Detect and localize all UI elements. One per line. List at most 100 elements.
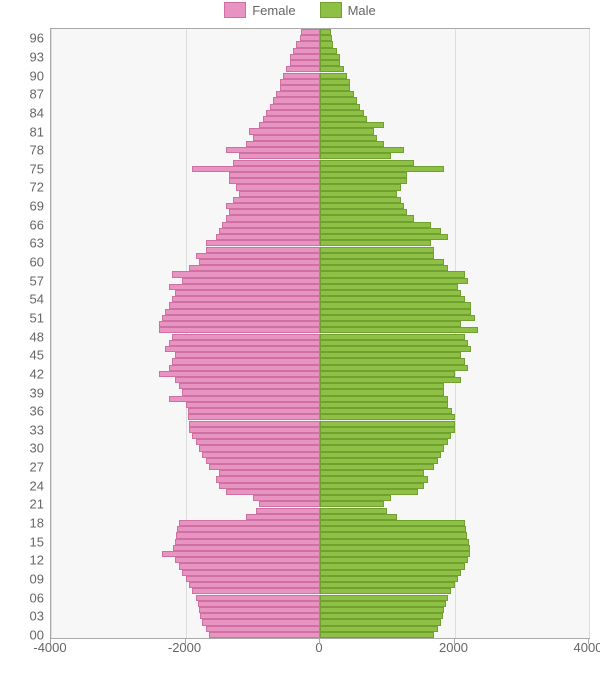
- bar-male: [320, 470, 424, 476]
- bar-female: [290, 60, 320, 66]
- bar-male: [320, 396, 448, 402]
- bar-male: [320, 545, 470, 551]
- bar-female: [192, 166, 320, 172]
- bar-male: [320, 321, 461, 327]
- bar-female: [226, 203, 320, 209]
- bar-female: [206, 247, 320, 253]
- bar-male: [320, 60, 340, 66]
- bar-female: [246, 514, 320, 520]
- bar-male: [320, 122, 384, 128]
- bar-female: [165, 309, 320, 315]
- bar-female: [175, 352, 320, 358]
- bar-male: [320, 54, 340, 60]
- bar-female: [172, 334, 320, 340]
- bar-female: [188, 408, 320, 414]
- bar-female: [188, 414, 320, 420]
- bar-male: [320, 191, 397, 197]
- bar-female: [169, 302, 320, 308]
- bar-female: [290, 54, 320, 60]
- y-axis-label: 60: [30, 256, 44, 269]
- bar-female: [253, 135, 320, 141]
- bar-male: [320, 209, 407, 215]
- bar-male: [320, 228, 441, 234]
- bar-female: [206, 458, 320, 464]
- y-axis-label: 51: [30, 311, 44, 324]
- bar-male: [320, 346, 471, 352]
- bar-female: [239, 191, 320, 197]
- y-axis-label: 03: [30, 610, 44, 623]
- y-axis-label: 45: [30, 349, 44, 362]
- bar-male: [320, 35, 332, 41]
- y-axis-label: 12: [30, 554, 44, 567]
- bar-female: [202, 452, 320, 458]
- bar-female: [175, 557, 320, 563]
- bar-male: [320, 576, 458, 582]
- bar-female: [280, 85, 320, 91]
- bar-female: [169, 365, 320, 371]
- bar-female: [192, 588, 320, 594]
- bar-male: [320, 215, 414, 221]
- bar-male: [320, 408, 452, 414]
- bar-female: [189, 582, 320, 588]
- legend: Female Male: [0, 0, 600, 28]
- bar-female: [189, 427, 320, 433]
- bar-male: [320, 582, 455, 588]
- bar-female: [293, 48, 320, 54]
- bar-female: [199, 259, 320, 265]
- bar-female: [182, 570, 320, 576]
- bar-male: [320, 464, 434, 470]
- bar-female: [199, 445, 320, 451]
- bar-male: [320, 166, 444, 172]
- bar-female: [196, 595, 320, 601]
- bar-male: [320, 613, 443, 619]
- plot-area: [50, 28, 590, 639]
- bar-female: [159, 321, 320, 327]
- bar-male: [320, 539, 469, 545]
- bar-male: [320, 271, 465, 277]
- bar-male: [320, 377, 461, 383]
- x-axis-label: 4000: [574, 640, 600, 655]
- bar-female: [159, 327, 320, 333]
- bar-female: [209, 632, 320, 638]
- bar-male: [320, 383, 444, 389]
- bar-female: [175, 377, 320, 383]
- bar-male: [320, 557, 468, 563]
- bar-female: [229, 178, 320, 184]
- bar-male: [320, 526, 466, 532]
- y-axis-label: 75: [30, 162, 44, 175]
- bar-female: [233, 197, 320, 203]
- y-axis-label: 69: [30, 200, 44, 213]
- bar-male: [320, 97, 357, 103]
- bar-female: [179, 520, 320, 526]
- bar-female: [233, 160, 320, 166]
- bar-female: [206, 240, 320, 246]
- bar-male: [320, 607, 444, 613]
- bar-female: [175, 539, 320, 545]
- bar-male: [320, 340, 468, 346]
- bar-male: [320, 483, 424, 489]
- bar-male: [320, 278, 468, 284]
- bar-female: [226, 147, 320, 153]
- bar-male: [320, 135, 377, 141]
- bar-male: [320, 315, 475, 321]
- bar-female: [300, 35, 320, 41]
- bar-male: [320, 595, 448, 601]
- y-axis-label: 09: [30, 572, 44, 585]
- bar-male: [320, 85, 350, 91]
- bar-male: [320, 203, 404, 209]
- bar-male: [320, 284, 458, 290]
- bar-female: [182, 389, 320, 395]
- bar-male: [320, 247, 434, 253]
- bar-male: [320, 184, 401, 190]
- bar-female: [216, 234, 320, 240]
- bar-female: [192, 433, 320, 439]
- bar-female: [253, 495, 320, 501]
- bar-female: [179, 563, 320, 569]
- bar-male: [320, 352, 461, 358]
- bar-male: [320, 222, 431, 228]
- legend-item-male: Male: [320, 2, 376, 18]
- bar-male: [320, 489, 418, 495]
- bar-male: [320, 520, 465, 526]
- y-axis-label: 90: [30, 69, 44, 82]
- bar-male: [320, 110, 364, 116]
